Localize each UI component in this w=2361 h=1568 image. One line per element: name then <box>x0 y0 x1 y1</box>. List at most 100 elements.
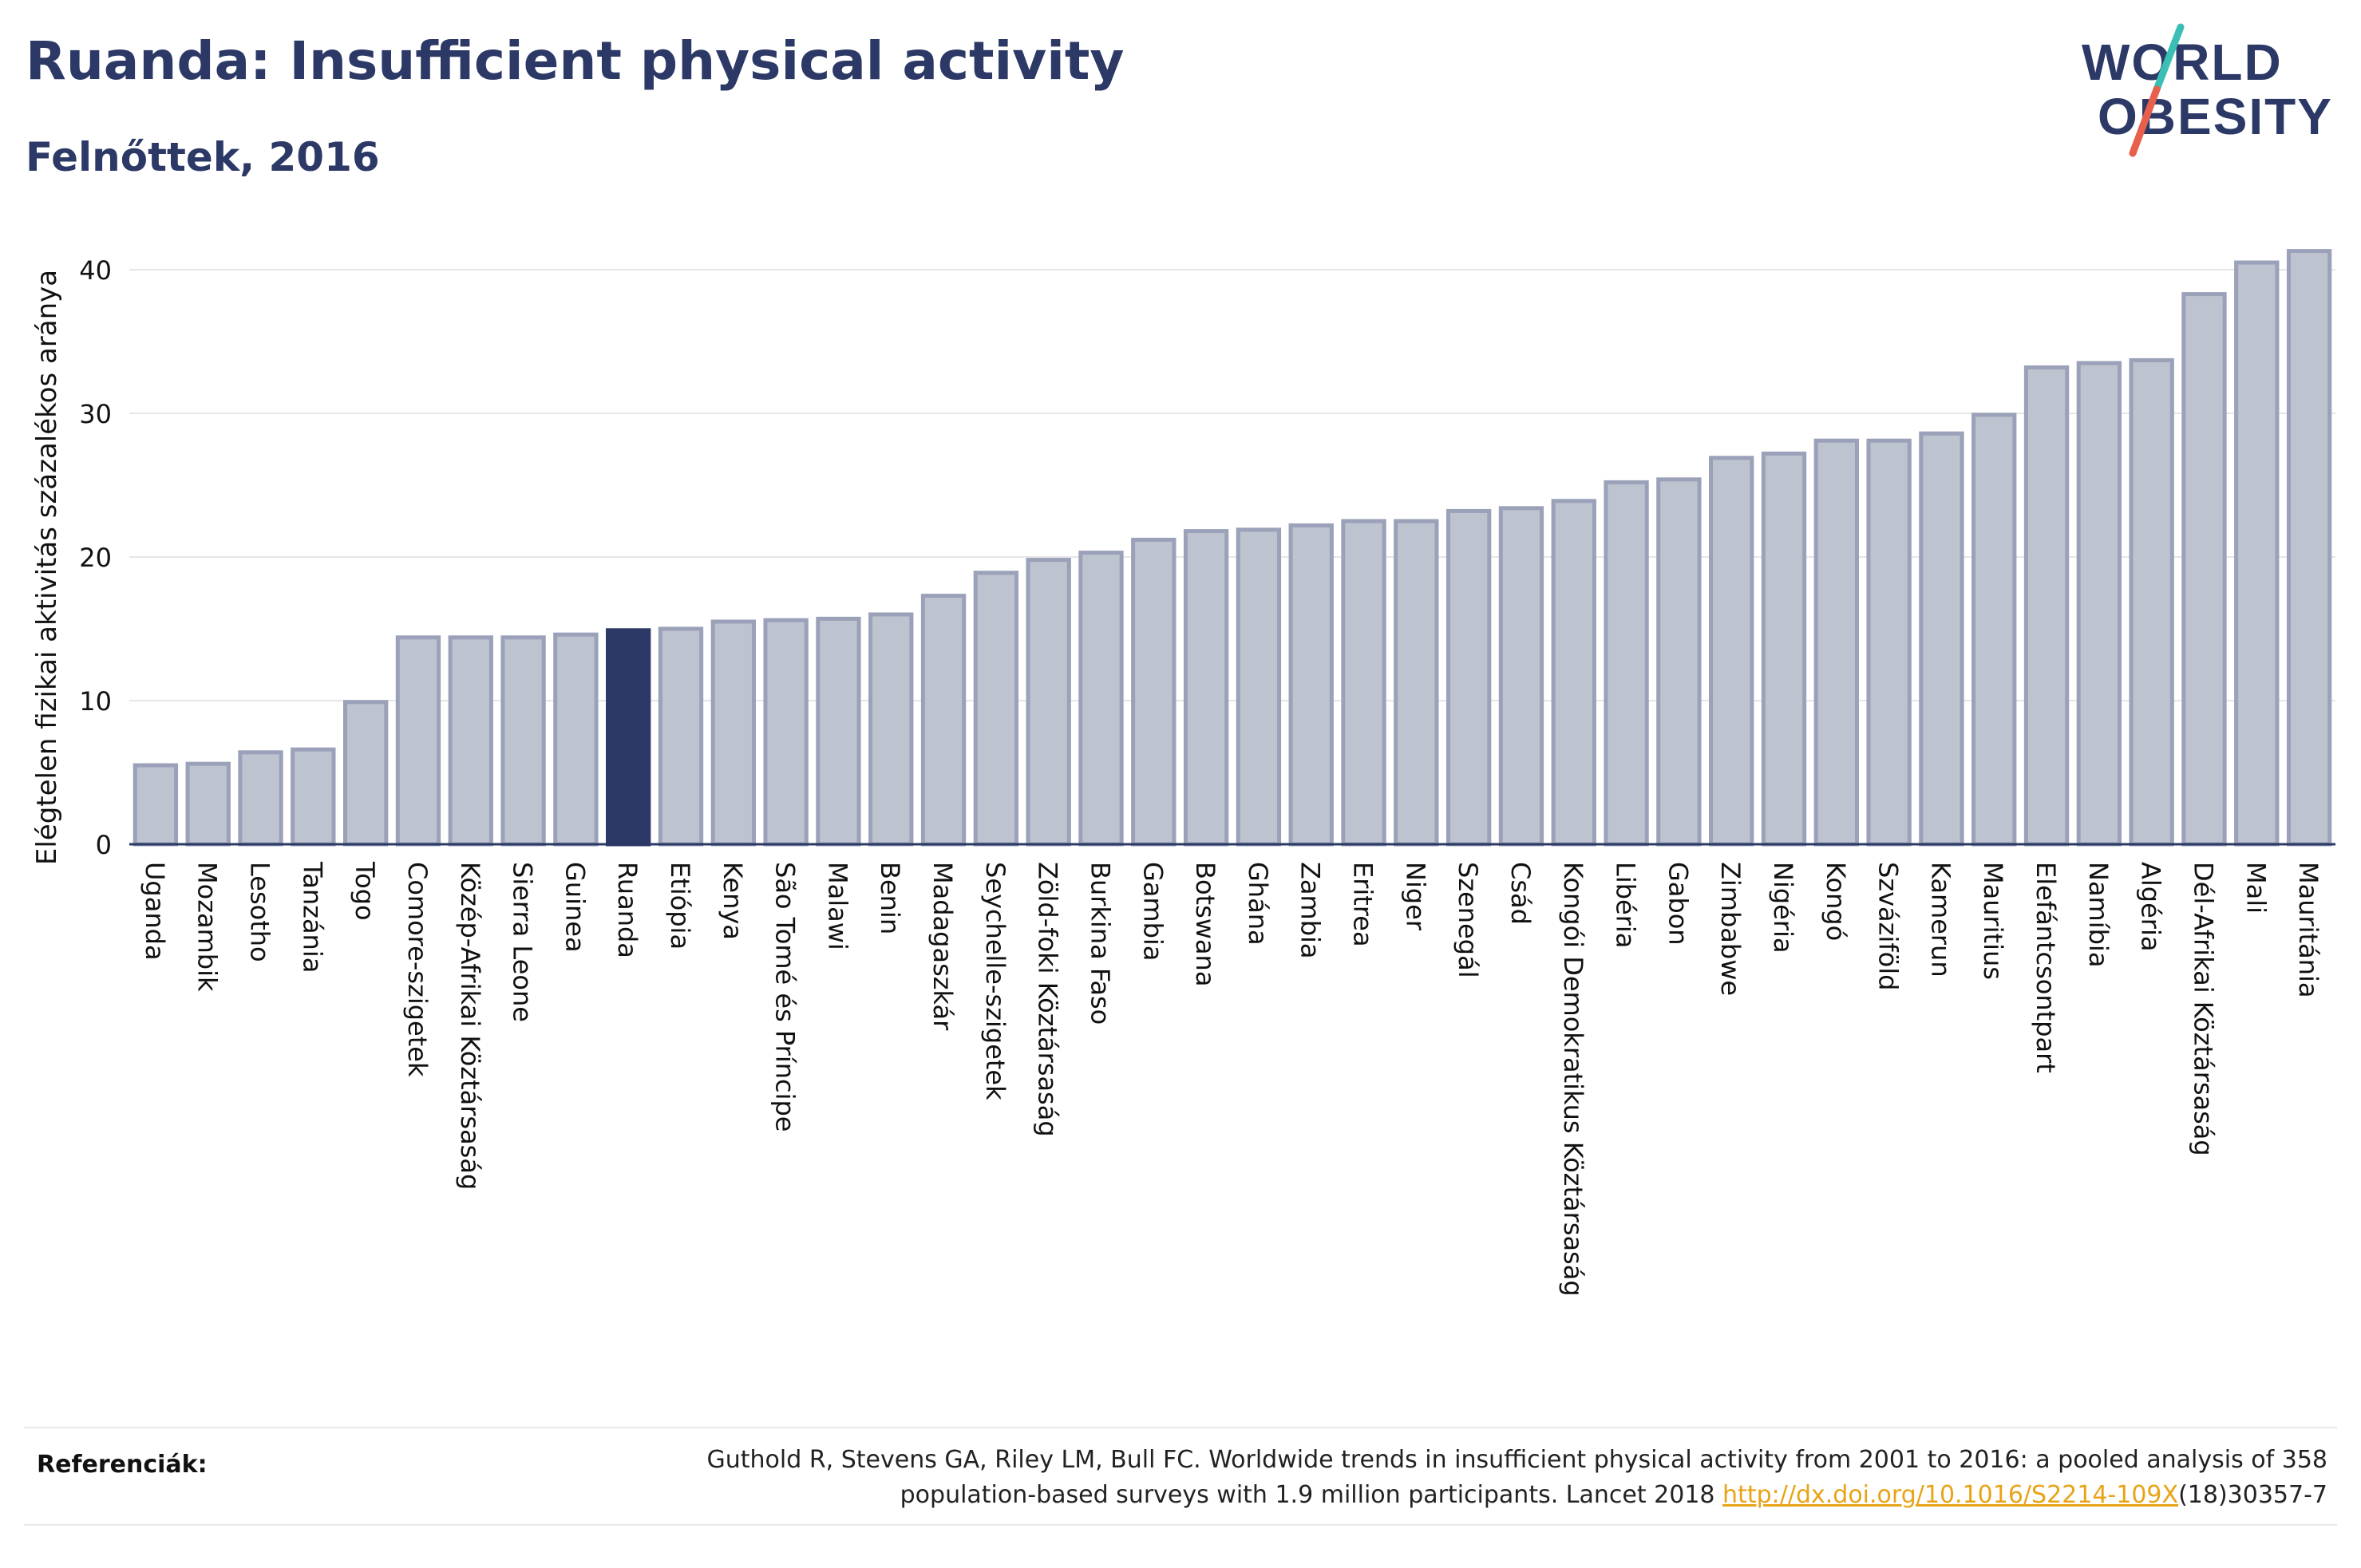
x-tick-label: Etiópia <box>665 862 695 950</box>
bar <box>1183 529 1229 847</box>
references-divider-top <box>24 1427 2337 1428</box>
bar <box>1078 551 1124 847</box>
x-tick-label: Gabon <box>1663 862 1693 946</box>
x-tick-label: Guinea <box>560 862 590 953</box>
bar <box>658 626 704 847</box>
bar <box>1656 477 1702 847</box>
bar <box>1394 519 1439 847</box>
bar <box>132 763 179 847</box>
y-tick-label: 0 <box>96 830 112 860</box>
bar <box>1445 508 1492 847</box>
x-tick-label: Botswana <box>1190 862 1220 986</box>
x-tick-label: Csád <box>1505 862 1536 925</box>
x-tick-label: Szváziföld <box>1873 862 1904 990</box>
bar <box>1709 456 1754 847</box>
bar-highlighted <box>606 628 651 847</box>
bar <box>500 635 546 847</box>
x-tick-label: Mauritánia <box>2293 862 2323 997</box>
x-tick-label: Kongói Demokratikus Köztársaság <box>1558 862 1588 1297</box>
bar <box>1604 480 1649 847</box>
x-tick-label: Kenya <box>718 862 748 940</box>
bar <box>291 747 336 847</box>
x-tick-label: Tanzánia <box>297 861 327 973</box>
x-tick-label: Mali <box>2240 862 2271 914</box>
x-tick-label: Mauritius <box>1978 862 2008 980</box>
x-tick-label: Namíbia <box>2083 862 2114 967</box>
x-tick-label: Eritrea <box>1348 862 1378 947</box>
x-tick-label: Togo <box>350 861 380 921</box>
x-tick-label: Ghána <box>1243 862 1273 946</box>
reference-line-2: population-based surveys with 1.9 millio… <box>492 1478 2327 1513</box>
bar <box>1026 558 1071 847</box>
bar <box>1761 451 1807 847</box>
logo-slash-bottom <box>2129 85 2161 157</box>
x-tick-label: Malawi <box>822 862 852 950</box>
bar <box>1866 438 1912 847</box>
bar <box>448 635 493 847</box>
y-tick-label: 30 <box>79 399 112 429</box>
bar <box>973 571 1019 847</box>
chart-subtitle: Felnőttek, 2016 <box>26 134 380 180</box>
bar <box>2234 260 2280 847</box>
x-tick-label: Elefántcsontpart <box>2031 862 2061 1073</box>
reference-suffix: (18)30357-7 <box>2178 1481 2327 1509</box>
logo-slash-top <box>2153 23 2185 93</box>
bar <box>2023 365 2070 847</box>
x-tick-label: Burkina Faso <box>1085 862 1115 1025</box>
bar <box>1131 537 1177 847</box>
bar <box>868 612 914 847</box>
x-tick-label: Libéria <box>1611 862 1641 948</box>
x-tick-label: Zöld-foki Köztársaság <box>1033 862 1063 1137</box>
bar <box>2286 249 2332 847</box>
bar <box>920 594 967 847</box>
references-divider-bottom <box>24 1524 2337 1526</box>
bar <box>1971 413 2017 847</box>
world-obesity-logo: WORLD OBESITY <box>2082 23 2331 157</box>
x-tick-label: Zambia <box>1295 862 1326 959</box>
bar <box>2181 292 2227 847</box>
bar <box>395 635 441 847</box>
reference-text-2: population-based surveys with 1.9 millio… <box>900 1481 1715 1509</box>
x-tick-label: Kamerun <box>1925 862 1956 978</box>
bar <box>2076 361 2122 847</box>
bar <box>1551 499 1596 847</box>
chart-title: Ruanda: Insufficient physical activity <box>26 30 1125 92</box>
bar <box>1288 523 1334 847</box>
bar <box>1919 431 1964 847</box>
bar-chart: 0 10 20 30 40 Elégtelen fizikai aktivitás szá… <box>31 249 2335 1297</box>
x-tick-label: Mozambik <box>192 862 223 992</box>
bar <box>238 750 283 847</box>
references-text: Guthold R, Stevens GA, Riley LM, Bull FC… <box>492 1443 2327 1513</box>
x-tick-label: Dél-Afrikai Köztársaság <box>2188 862 2218 1156</box>
x-tick-label: Kongó <box>1821 862 1851 941</box>
reference-doi-link[interactable]: http://dx.doi.org/10.1016/S2214-109X <box>1722 1481 2179 1509</box>
bar <box>710 619 756 847</box>
bar <box>185 761 231 847</box>
x-tick-label: Uganda <box>140 862 170 961</box>
y-tick-label: 40 <box>79 255 112 286</box>
bar <box>816 616 861 847</box>
x-tick-label: Seychelle-szigetek <box>980 862 1010 1100</box>
bar <box>763 618 809 847</box>
bar <box>1236 527 1282 847</box>
x-tick-label: Nigéria <box>1768 862 1798 953</box>
x-tick-label: Niger <box>1400 862 1430 931</box>
reference-line-1: Guthold R, Stevens GA, Riley LM, Bull FC… <box>706 1446 2327 1474</box>
x-tick-label: Benin <box>875 862 905 934</box>
x-tick-label: Ruanda <box>612 862 643 958</box>
logo-text-world: WORLD <box>2082 34 2283 91</box>
bar <box>342 700 389 847</box>
x-tick-label: Közép-Afrikai Köztársaság <box>455 862 485 1190</box>
bar <box>1813 438 1859 847</box>
x-tick-label: Madagaszkár <box>927 862 958 1031</box>
y-tick-label: 10 <box>79 686 112 717</box>
x-tick-label: Sierra Leone <box>508 862 538 1022</box>
references-label: Referenciák: <box>37 1451 208 1479</box>
bar <box>553 632 599 847</box>
x-tick-label: Algéria <box>2136 862 2166 951</box>
x-tick-label: Szenegál <box>1453 862 1483 978</box>
x-tick-label: Gambia <box>1137 862 1168 961</box>
x-tick-label: Lesotho <box>245 862 275 962</box>
bar <box>1498 506 1544 847</box>
x-tick-label: Zimbabwe <box>1715 862 1746 996</box>
